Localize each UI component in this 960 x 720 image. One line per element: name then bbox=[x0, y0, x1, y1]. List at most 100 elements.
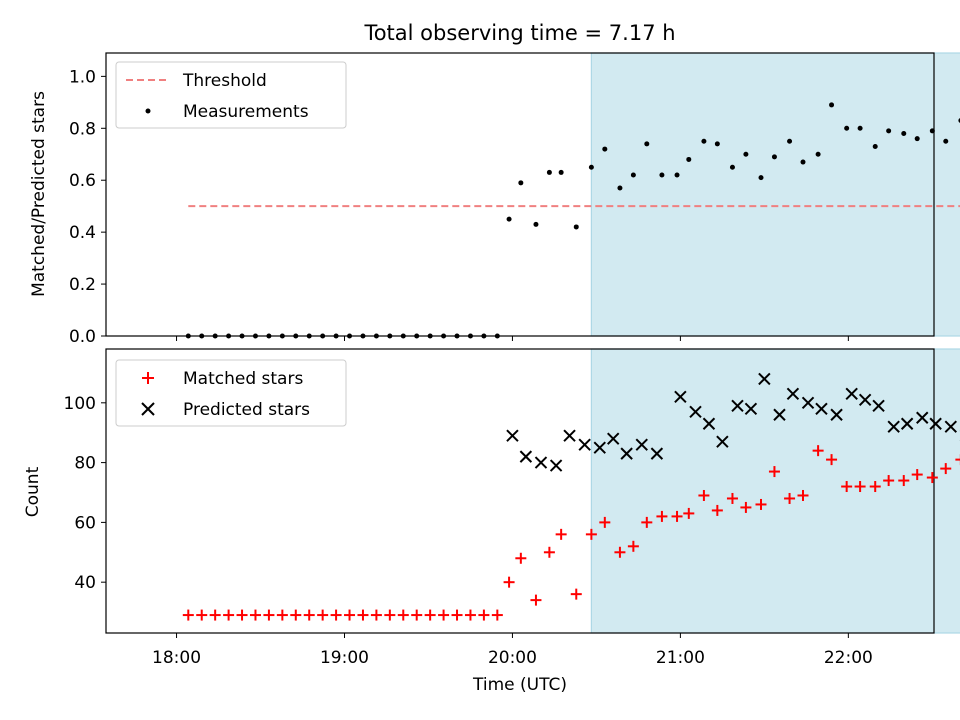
top-y-tick-label: 0.8 bbox=[69, 119, 96, 139]
predicted-star-point bbox=[549, 459, 563, 472]
predicted-star-point bbox=[731, 399, 744, 413]
matched-star-point bbox=[841, 481, 853, 493]
predicted-star-point bbox=[506, 429, 519, 442]
legend-measurements-swatch bbox=[145, 108, 151, 114]
measurement-point bbox=[373, 333, 379, 339]
bottom-y-axis-label: Count bbox=[23, 466, 43, 517]
matched-star-point bbox=[515, 552, 527, 564]
predicted-star-point bbox=[593, 441, 606, 454]
matched-star-point bbox=[740, 501, 752, 513]
matched-star-point bbox=[940, 463, 952, 475]
measurement-point bbox=[901, 130, 907, 136]
matched-star-point bbox=[869, 481, 881, 493]
x-tick-label: 22:00 bbox=[824, 648, 873, 668]
matched-star-point bbox=[585, 528, 597, 540]
measurement-point bbox=[333, 333, 339, 339]
predicted-star-point bbox=[607, 432, 620, 445]
matched-star-point bbox=[698, 489, 710, 501]
matched-star-point bbox=[955, 454, 960, 466]
matched-star-point bbox=[397, 609, 409, 621]
x-tick-label: 18:00 bbox=[152, 648, 201, 668]
matched-star-point bbox=[411, 609, 423, 621]
matched-star-point bbox=[555, 528, 567, 540]
measurement-point bbox=[427, 333, 433, 339]
matched-star-point bbox=[614, 546, 626, 558]
top-y-tick-label: 1.0 bbox=[69, 67, 96, 87]
top-observing-window bbox=[590, 52, 960, 337]
measurement-point bbox=[558, 169, 564, 175]
matched-star-point bbox=[530, 594, 542, 606]
matched-star-point bbox=[812, 445, 824, 457]
top-legend-frame bbox=[115, 61, 347, 129]
matched-star-point bbox=[641, 516, 653, 528]
matched-star-point bbox=[330, 609, 342, 621]
predicted-star-point bbox=[578, 438, 591, 451]
matched-star-point bbox=[223, 609, 235, 621]
measurement-point bbox=[686, 156, 692, 162]
measurement-point bbox=[659, 172, 665, 178]
matched-star-point bbox=[263, 609, 275, 621]
matched-star-point bbox=[196, 609, 208, 621]
matched-star-point bbox=[656, 510, 668, 522]
measurement-point bbox=[518, 180, 524, 186]
measurement-point bbox=[743, 151, 749, 157]
measurement-point bbox=[800, 159, 806, 165]
bottom-y-tick-label: 40 bbox=[74, 573, 96, 593]
predicted-star-point bbox=[786, 387, 800, 401]
matched-star-point bbox=[290, 609, 302, 621]
top-y-tick-label: 0.4 bbox=[69, 223, 96, 243]
measurement-point bbox=[454, 333, 460, 339]
matched-star-point bbox=[424, 609, 436, 621]
matched-star-point bbox=[384, 609, 396, 621]
matched-star-point bbox=[478, 609, 490, 621]
measurement-point bbox=[239, 333, 245, 339]
bottom-y-tick-label: 100 bbox=[64, 394, 96, 414]
predicted-star-point bbox=[858, 393, 872, 407]
top-y-tick-label: 0.6 bbox=[69, 171, 96, 191]
bottom-observing-window bbox=[590, 348, 960, 634]
matched-star-point bbox=[276, 609, 288, 621]
predicted-star-point bbox=[563, 429, 576, 442]
measurement-point bbox=[533, 221, 539, 227]
measurement-point bbox=[929, 128, 935, 134]
measurement-point bbox=[506, 216, 512, 222]
matched-star-point bbox=[784, 492, 796, 504]
top-y-tick-label: 0.2 bbox=[69, 275, 96, 295]
chart-title: Total observing time = 7.17 h bbox=[363, 21, 675, 45]
measurement-point bbox=[199, 333, 205, 339]
bottom-y-tick-label: 60 bbox=[74, 513, 96, 533]
x-tick-label: 19:00 bbox=[320, 648, 369, 668]
matched-star-point bbox=[926, 472, 938, 484]
matched-star-point bbox=[854, 481, 866, 493]
matched-star-point bbox=[726, 492, 738, 504]
predicted-star-point bbox=[620, 447, 633, 460]
measurement-point bbox=[306, 333, 312, 339]
legend-predicted-label: Predicted stars bbox=[183, 400, 310, 420]
measurement-point bbox=[914, 136, 920, 142]
top-axes-frame bbox=[105, 52, 935, 337]
matched-star-point bbox=[344, 609, 356, 621]
predicted-star-point bbox=[650, 447, 664, 460]
measurement-point bbox=[829, 102, 835, 108]
measurement-point bbox=[293, 333, 299, 339]
predicted-star-point bbox=[815, 402, 828, 415]
matched-star-point bbox=[451, 609, 463, 621]
measurement-point bbox=[279, 333, 285, 339]
matched-star-point bbox=[911, 469, 923, 481]
measurement-point bbox=[602, 146, 608, 152]
bottom-legend: Matched stars Predicted stars bbox=[115, 359, 347, 427]
measurement-point bbox=[886, 128, 892, 134]
measurement-point bbox=[758, 175, 764, 181]
measurement-point bbox=[185, 333, 191, 339]
measurement-point bbox=[588, 164, 594, 170]
matched-star-point bbox=[370, 609, 382, 621]
predicted-star-point bbox=[689, 405, 702, 418]
matched-star-point bbox=[671, 510, 683, 522]
matched-star-point bbox=[755, 498, 767, 510]
measurement-point bbox=[844, 125, 850, 131]
predicted-star-point bbox=[900, 417, 914, 430]
x-tick-label: 20:00 bbox=[488, 648, 537, 668]
measurement-point bbox=[400, 333, 406, 339]
predicted-star-point bbox=[801, 396, 815, 410]
